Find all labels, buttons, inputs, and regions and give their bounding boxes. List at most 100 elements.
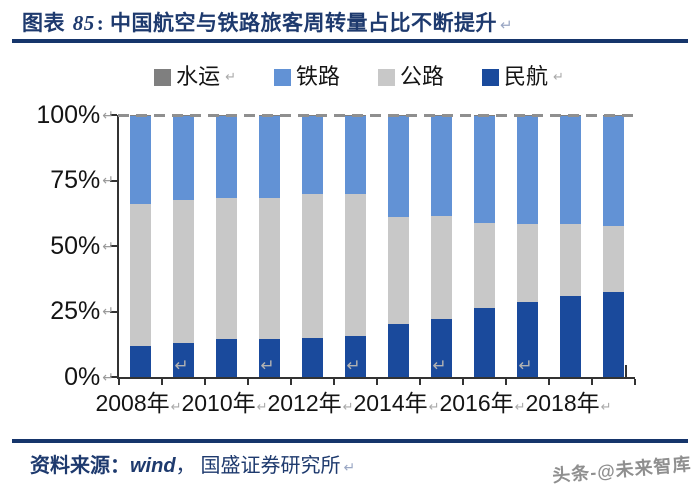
x-axis-label: 2010年↵: [160, 384, 290, 418]
bar-segment-铁路: [560, 115, 581, 224]
legend: 水运 ↵ 铁路 公路 民航 ↵: [0, 66, 700, 88]
legend-swatch-icon: [273, 68, 291, 86]
bar-segment-民航: [302, 337, 323, 377]
bar-segment-铁路: [302, 115, 323, 195]
legend-item-水运: 水运 ↵: [154, 66, 236, 88]
return-mark-icon: ↵: [346, 356, 361, 375]
legend-swatch-icon: [378, 68, 395, 86]
return-mark-icon: ↵: [225, 69, 236, 84]
x-axis-tick: [118, 379, 120, 385]
y-axis-label-text: 50%: [50, 231, 101, 260]
legend-item-公路: 公路: [378, 66, 444, 88]
y-axis-label: 50% ↵: [0, 231, 114, 261]
figure-label: 图表: [22, 11, 71, 35]
x-axis-label-text: 2012年: [267, 390, 342, 416]
bar-segment-公路: [431, 216, 452, 319]
y-axis-label-text: 25%: [50, 297, 101, 325]
y-axis-label-text: 75%: [50, 166, 101, 194]
legend-item-铁路: 铁路: [273, 66, 340, 88]
return-mark-icon: ↵: [102, 368, 114, 385]
bar-2009: [173, 115, 194, 377]
x-axis-tick: [290, 379, 292, 385]
figure-title: 图表 85: 中国航空与铁路旅客周转量占比不断提升 ↵: [22, 7, 513, 37]
bar-segment-公路: [560, 224, 581, 297]
bar-2011: [259, 115, 280, 377]
bar-segment-铁路: [130, 115, 151, 205]
source-label: 资料来源：: [30, 455, 130, 477]
x-axis-tick: [462, 379, 464, 385]
x-axis-tick: [204, 379, 206, 385]
bar-segment-铁路: [603, 115, 624, 226]
return-mark-icon: ↵: [342, 399, 354, 414]
y-axis-tick: [110, 245, 117, 247]
x-axis-label: 2014年↵: [332, 384, 462, 418]
figure-title-text: 中国航空与铁路旅客周转量占比不断提升: [110, 11, 497, 35]
watermark: 头条-@未来智库: [551, 453, 693, 487]
bar-2018: [560, 115, 581, 377]
bar-segment-公路: [603, 225, 624, 292]
y-axis-label: 25% ↵: [0, 297, 114, 327]
x-axis-label: 2008年↵: [74, 384, 204, 418]
figure-number: 85: [72, 11, 95, 35]
return-mark-icon: ↵: [432, 356, 447, 375]
x-axis-tick: [376, 379, 378, 385]
bar-2015: [431, 115, 452, 377]
return-mark-icon: ↵: [102, 172, 114, 188]
x-axis-tick: [634, 379, 636, 385]
bar-segment-民航: [431, 318, 452, 377]
bar-segment-民航: [259, 338, 280, 377]
x-axis-label: 2016年↵: [418, 384, 548, 418]
bar-segment-公路: [517, 223, 538, 303]
footer-rule: [12, 439, 688, 443]
bar-segment-铁路: [431, 115, 452, 217]
return-mark-icon: ↵: [343, 461, 356, 476]
legend-label: 民航: [504, 64, 549, 89]
bar-2010: [216, 115, 237, 377]
bar-segment-公路: [345, 194, 366, 337]
x-axis-tick: [548, 379, 550, 385]
bar-segment-公路: [259, 197, 280, 339]
bar-segment-铁路: [474, 115, 495, 223]
return-mark-icon: ↵: [553, 69, 564, 84]
y-axis-label: 0% ↵: [0, 362, 114, 392]
return-mark-icon: ↵: [600, 399, 612, 414]
y-axis-tick: [110, 114, 117, 116]
bar-2019: [603, 115, 624, 377]
bar-segment-铁路: [216, 115, 237, 199]
legend-label: 水运: [176, 64, 221, 89]
bar-segment-公路: [173, 200, 194, 343]
bar-segment-民航: [517, 302, 538, 377]
bar-segment-公路: [474, 222, 495, 309]
x-axis-label: 2018年↵: [504, 384, 634, 418]
source-wind: wind: [130, 455, 176, 477]
bar-segment-铁路: [259, 115, 280, 198]
x-axis-label-text: 2010年: [181, 390, 256, 416]
bar-2012: [302, 115, 323, 377]
bar-segment-民航: [130, 346, 151, 377]
x-axis-tick: [247, 379, 249, 385]
legend-label: 公路: [400, 64, 445, 89]
bar-2008: [130, 115, 151, 377]
return-mark-icon: ↵: [518, 356, 533, 375]
bar-2017: [517, 115, 538, 377]
x-axis-tick: [161, 379, 163, 385]
x-axis-tick: [333, 379, 335, 385]
return-mark-icon: ↵: [174, 356, 189, 375]
bar-segment-民航: [345, 336, 366, 377]
bar-segment-铁路: [173, 115, 194, 201]
bar-segment-民航: [388, 323, 409, 377]
bar-segment-公路: [388, 216, 409, 324]
bar-2014: [388, 115, 409, 377]
y-axis-tick: [110, 310, 117, 313]
bar-segment-铁路: [388, 115, 409, 217]
top-dashed-gridline: [118, 114, 637, 117]
legend-item-民航: 民航 ↵: [482, 66, 564, 88]
legend-swatch-icon: [154, 68, 172, 86]
y-axis-label-text: 100%: [36, 100, 101, 129]
x-axis-label-text: 2016年: [439, 390, 514, 416]
return-mark-icon: ↵: [170, 399, 182, 414]
bar-segment-民航: [560, 296, 581, 377]
bar-segment-民航: [603, 291, 624, 377]
title-rule: [12, 39, 688, 43]
